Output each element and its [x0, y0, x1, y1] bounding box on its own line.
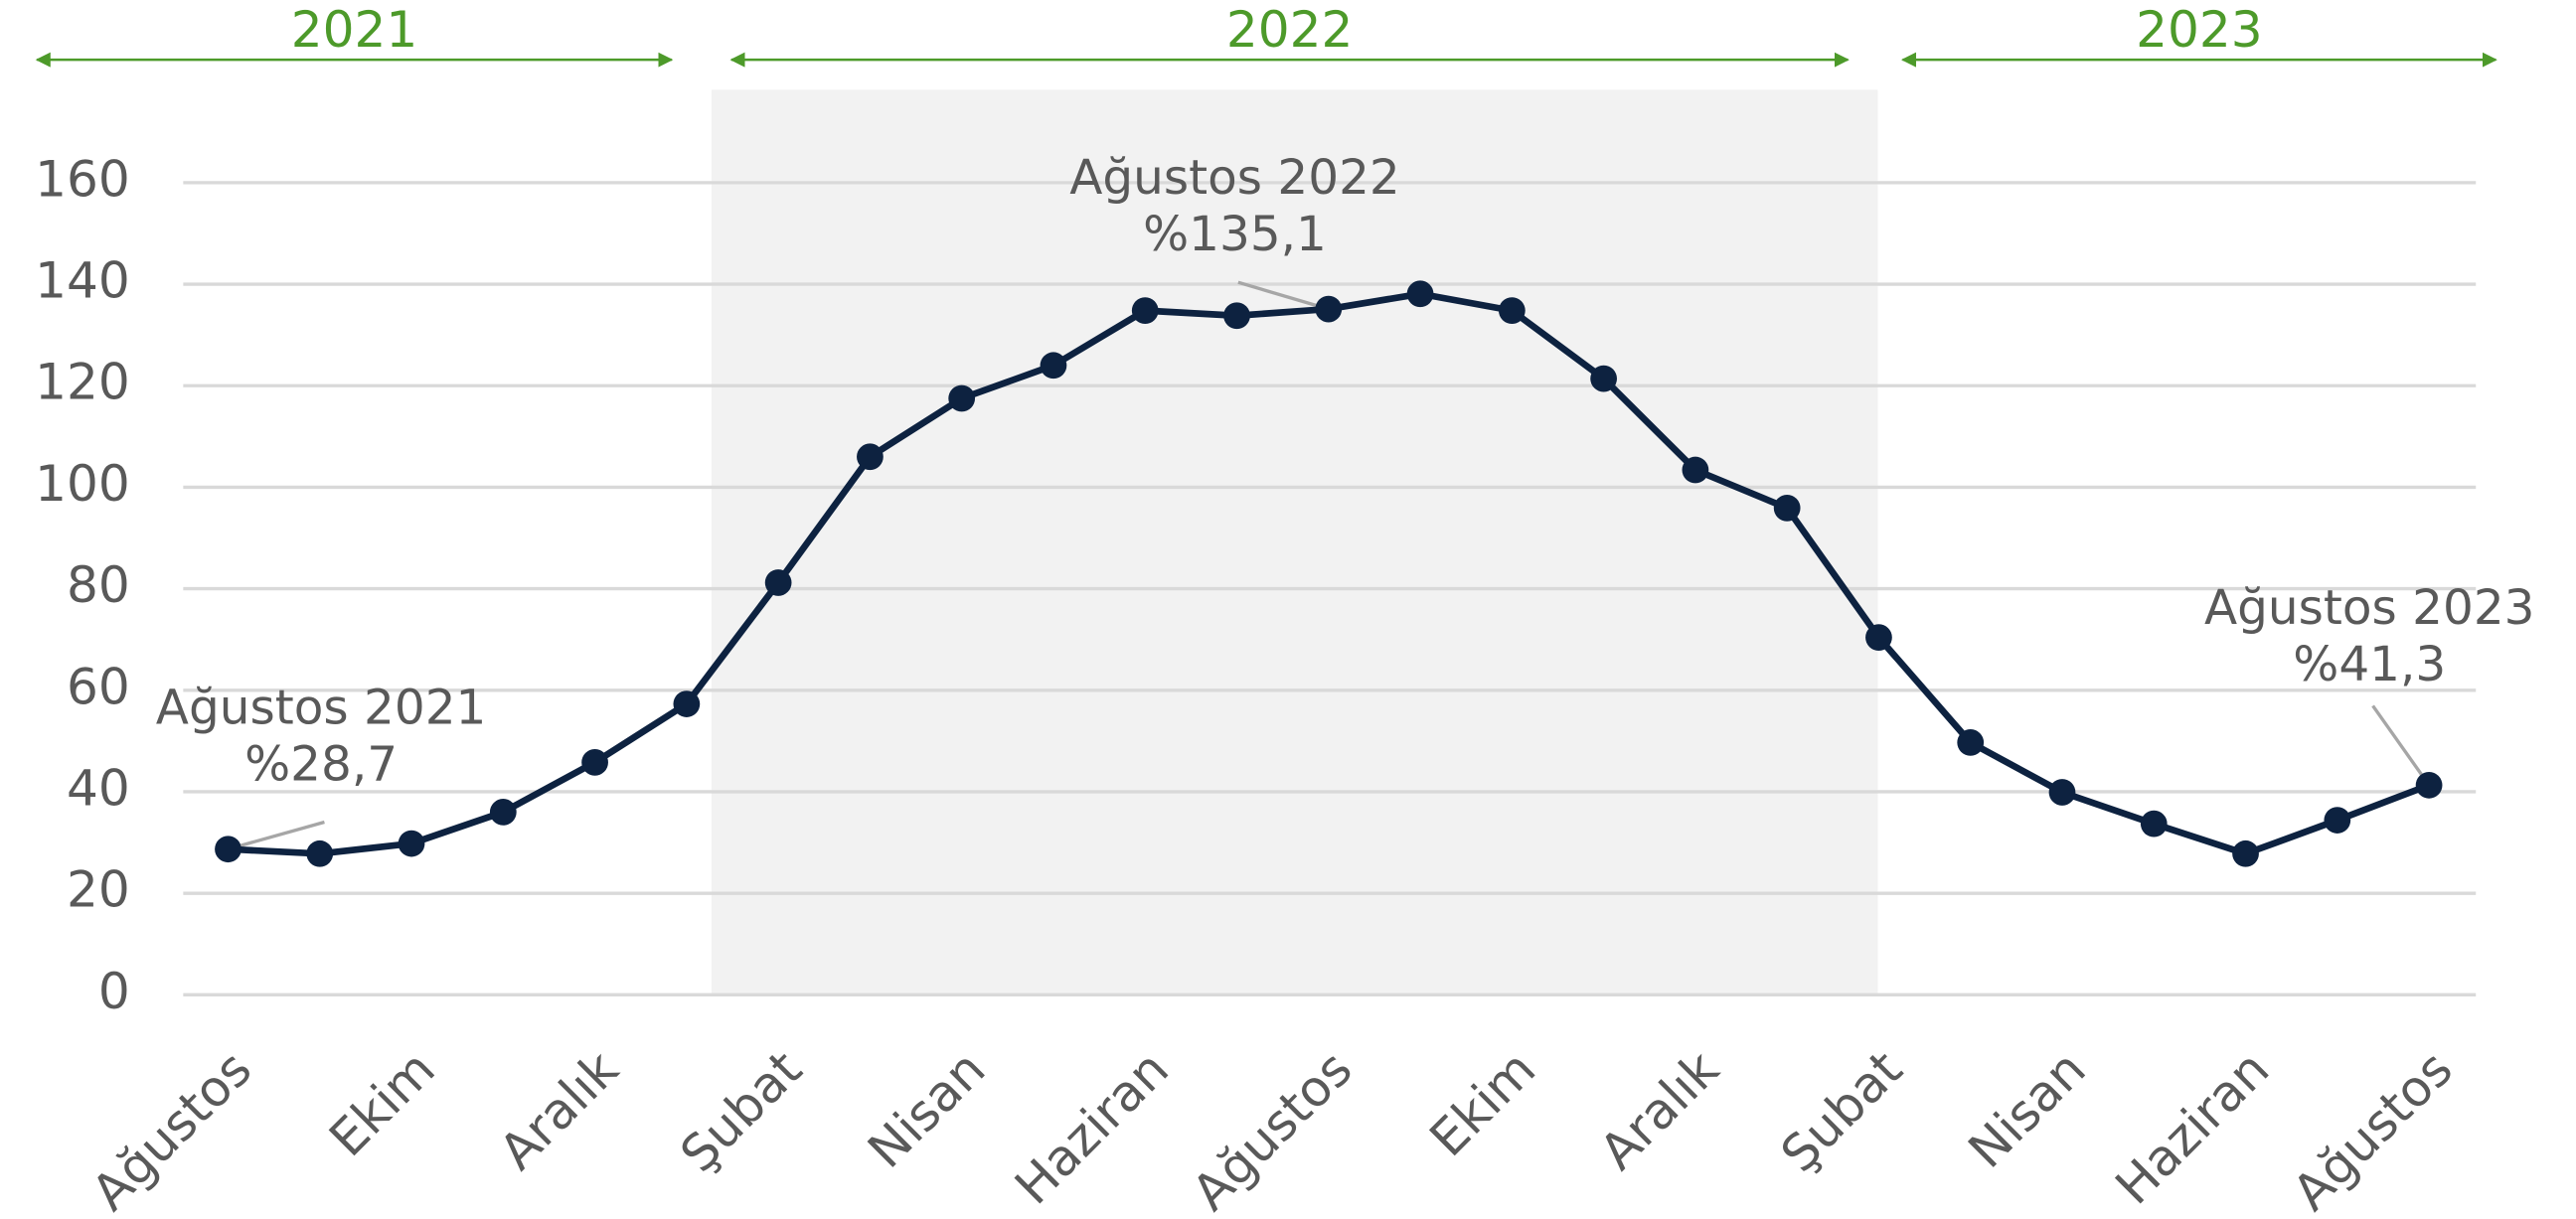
- y-tick-label: 160: [35, 149, 130, 208]
- x-tick-label: Ağustos: [2281, 1039, 2463, 1219]
- point: [2048, 779, 2076, 806]
- point: [1406, 280, 1434, 308]
- annotation-value: %135,1: [1143, 207, 1327, 262]
- x-tick-label: Aralık: [1588, 1039, 1729, 1180]
- x-tick-label: Şubat: [669, 1039, 813, 1183]
- year-label: 2022: [1226, 0, 1354, 59]
- point: [306, 839, 334, 867]
- point: [2232, 839, 2259, 867]
- point: [1682, 456, 1709, 484]
- point: [1131, 297, 1159, 325]
- point: [1773, 494, 1801, 522]
- point: [673, 690, 701, 717]
- point: [2140, 810, 2168, 838]
- point: [215, 836, 242, 863]
- annotation-leader: [2371, 704, 2431, 787]
- annotation-label: Ağustos 2022: [1069, 150, 1400, 206]
- point: [398, 830, 425, 857]
- point: [2324, 807, 2351, 834]
- year-label: 2021: [291, 0, 418, 59]
- point: [1957, 729, 1985, 756]
- annotation-leader: [228, 820, 325, 851]
- y-tick-label: 60: [67, 657, 130, 715]
- y-tick-label: 80: [67, 555, 130, 614]
- annotation-value: %41,3: [2293, 637, 2446, 692]
- y-tick-label: 140: [35, 251, 130, 310]
- point: [1498, 297, 1526, 325]
- point: [764, 569, 792, 596]
- x-tick-label: Haziran: [2104, 1039, 2280, 1215]
- point: [2415, 771, 2443, 799]
- point: [489, 799, 517, 826]
- point: [1040, 352, 1067, 380]
- annotation-leader: [1237, 280, 1330, 311]
- y-tick-label: 40: [67, 758, 130, 817]
- x-tick-label: Ağustos: [80, 1039, 262, 1219]
- annotation-value: %28,7: [244, 736, 398, 792]
- x-tick-label: Ekim: [1418, 1039, 1546, 1167]
- x-tick-label: Ekim: [318, 1039, 446, 1167]
- annotation-label: Ağustos 2021: [156, 680, 487, 735]
- point: [948, 384, 976, 412]
- point: [1315, 295, 1343, 323]
- shaded-region: [711, 89, 1878, 995]
- x-tick-label: Şubat: [1769, 1039, 1913, 1183]
- x-tick-label: Ağustos: [1181, 1039, 1363, 1219]
- y-tick-label: 120: [35, 353, 130, 411]
- year-label: 2023: [2136, 0, 2263, 59]
- x-tick-label: Aralık: [488, 1039, 629, 1180]
- x-tick-label: Haziran: [1004, 1039, 1180, 1215]
- point: [1590, 365, 1617, 392]
- y-tick-label: 0: [98, 962, 130, 1020]
- point: [1223, 302, 1250, 330]
- x-tick-label: Nisan: [1957, 1039, 2097, 1179]
- y-tick-label: 20: [67, 860, 130, 919]
- point: [581, 748, 608, 776]
- point: [857, 443, 884, 471]
- annotation-label: Ağustos 2023: [2204, 580, 2535, 636]
- y-tick-label: 100: [35, 454, 130, 513]
- point: [1865, 624, 1892, 652]
- x-tick-label: Nisan: [857, 1039, 997, 1179]
